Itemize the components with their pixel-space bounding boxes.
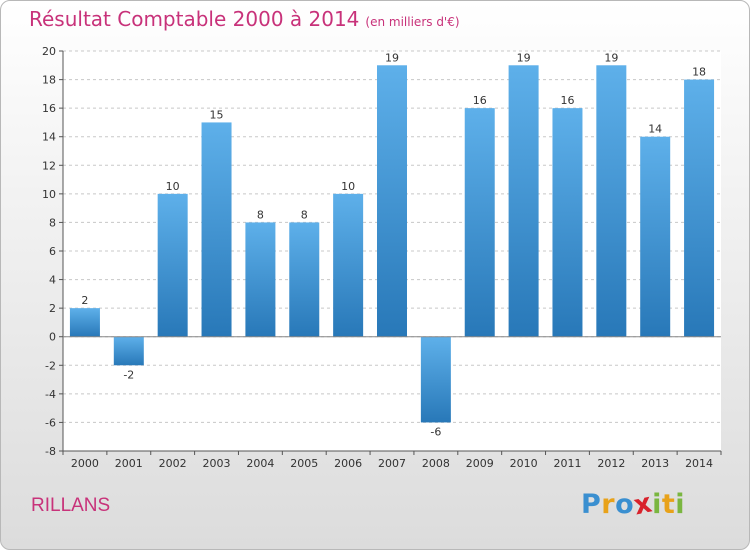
logo-letter: r (601, 489, 616, 520)
x-tick-label: 2002 (159, 457, 187, 470)
logo-letter: i (675, 489, 686, 520)
x-tick-label: 2012 (597, 457, 625, 470)
data-label: 16 (560, 94, 574, 107)
y-tick-label: 2 (49, 302, 56, 315)
bar-2008 (420, 336, 451, 423)
data-labels: 2 -2 10 15 8 8 10 19 -6 16 19 16 19 14 18 (81, 51, 706, 438)
y-tick-label: 20 (42, 45, 56, 58)
y-tick-label: -2 (45, 359, 56, 372)
logo-letter: t (661, 489, 676, 520)
data-label: 14 (648, 123, 662, 136)
data-label: 2 (81, 294, 88, 307)
bar-2002 (157, 193, 188, 337)
x-tick-labels: 2000 2001 2002 2003 2004 2005 2006 2007 2008 2009… (62, 451, 722, 470)
y-tick-label: 12 (42, 159, 56, 172)
logo-letter: i (652, 489, 662, 520)
x-tick-label: 2001 (115, 457, 143, 470)
x-tick-label: 2003 (203, 457, 231, 470)
commune-name: RILLANS (31, 495, 111, 516)
chart-title-text: Résultat Comptable 2000 à 2014 (29, 7, 360, 31)
logo-letter: o (615, 489, 635, 520)
data-label: 16 (473, 94, 487, 107)
data-label: 18 (692, 66, 706, 79)
data-label: 10 (341, 180, 355, 193)
x-tick-label: 2005 (290, 457, 318, 470)
logo-letter: P (581, 489, 602, 520)
bars-group (69, 65, 715, 423)
data-label: 8 (257, 208, 264, 221)
data-label: 15 (210, 108, 224, 121)
bar-2007 (377, 65, 407, 337)
proxiti-logo[interactable]: Proxiti (581, 487, 686, 521)
y-tick-label: 16 (42, 102, 56, 115)
y-tick-label: -6 (45, 416, 56, 429)
x-tick-label: 2006 (334, 457, 362, 470)
bar-2009 (464, 108, 495, 337)
y-tick-label: 14 (42, 131, 56, 144)
data-label: 19 (517, 51, 531, 64)
data-label: 8 (301, 208, 308, 221)
data-label: -2 (123, 368, 134, 381)
bar-2012 (596, 65, 627, 337)
bar-2010 (508, 65, 539, 337)
x-tick-label: 2010 (510, 457, 538, 470)
y-tick-label: 4 (49, 274, 56, 287)
bar-2003 (201, 122, 232, 337)
x-tick-label: 2011 (553, 457, 581, 470)
bar-2005 (289, 222, 320, 337)
data-label: -6 (430, 425, 441, 438)
y-tick-label: 6 (49, 245, 56, 258)
axes (62, 51, 721, 452)
bar-2013 (640, 136, 671, 337)
data-label: 19 (385, 51, 399, 64)
bar-2006 (333, 193, 364, 337)
x-tick-label: 2008 (422, 457, 450, 470)
data-label: 19 (604, 51, 618, 64)
x-tick-label: 2013 (641, 457, 669, 470)
bar-2000 (69, 308, 100, 337)
y-tick-labels: -8 -6 -4 -2 0 2 4 6 8 10 12 14 16 18 20 (42, 45, 56, 458)
x-tick-label: 2014 (685, 457, 713, 470)
x-tick-label: 2004 (246, 457, 274, 470)
y-tick-label: -4 (45, 388, 56, 401)
chart-subtitle: (en milliers d'€) (365, 15, 460, 29)
y-tick-label: 8 (49, 216, 56, 229)
x-tick-label: 2007 (378, 457, 406, 470)
y-tick-label: 0 (49, 331, 56, 344)
data-label: 10 (166, 180, 180, 193)
bar-2014 (684, 79, 715, 337)
bar-2001 (113, 336, 144, 366)
bar-2011 (552, 108, 583, 337)
chart-title: Résultat Comptable 2000 à 2014 (en millie… (29, 7, 460, 31)
y-tick-label: -8 (45, 445, 56, 458)
x-tick-label: 2000 (71, 457, 99, 470)
y-tick-label: 10 (42, 188, 56, 201)
bar-2004 (245, 222, 276, 337)
x-tick-label: 2009 (466, 457, 494, 470)
y-tick-label: 18 (42, 74, 56, 87)
